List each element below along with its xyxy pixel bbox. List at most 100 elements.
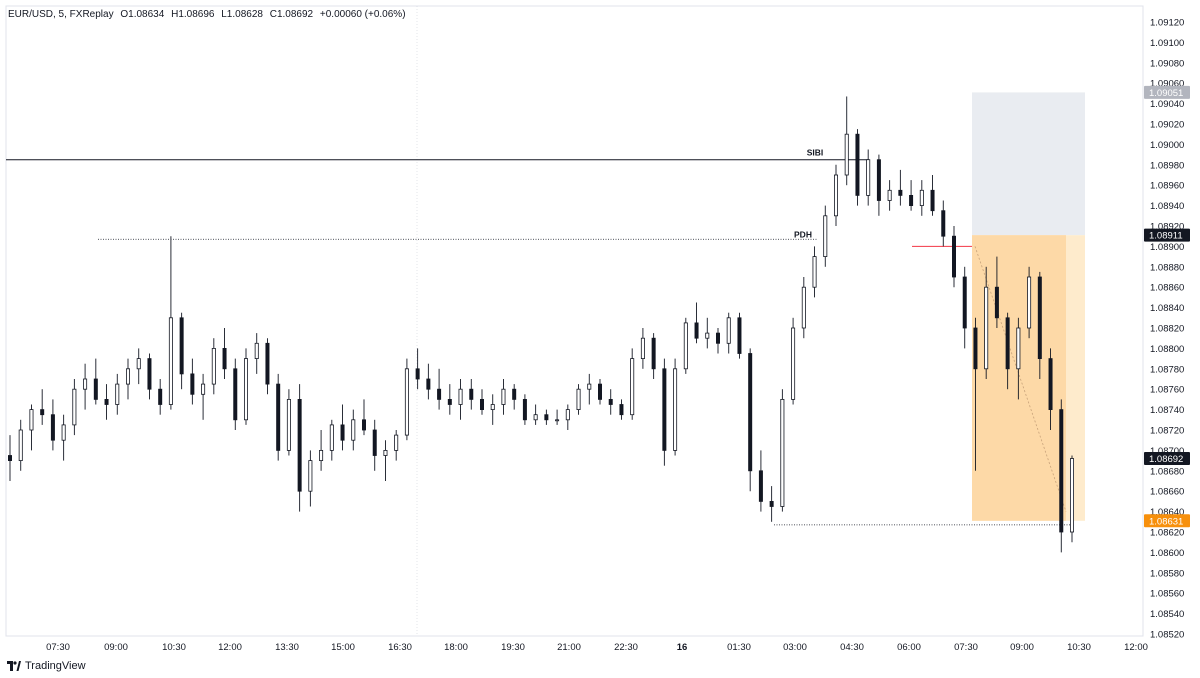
candle-body [769,500,774,507]
candle-body [83,378,88,390]
x-tick-label: 15:00 [331,642,355,653]
price-badge [1144,514,1190,528]
x-tick-label: 04:30 [840,642,864,653]
y-tick-label: 1.08620 [1150,528,1184,539]
sibi-label: SIBI [807,148,824,158]
candle-body [726,317,731,344]
candle-body [587,383,592,390]
y-tick-label: 1.08580 [1150,568,1184,579]
y-tick-label: 1.08680 [1150,466,1184,477]
y-tick-label: 1.08860 [1150,283,1184,294]
candle-body [383,449,388,456]
symbol-legend: EUR/USD, 5, FXReplay O1.08634 H1.08696 L… [8,9,410,20]
candle-body [608,398,613,405]
candle-body [394,434,399,451]
candle-body [319,449,324,461]
candle-body [898,189,903,196]
candle-body [458,388,463,405]
candle-body [136,358,141,370]
candle-body [308,460,313,492]
price-badge [1144,452,1190,466]
annotation-lines: SIBI PDH [6,148,1072,526]
candle-body [716,332,721,344]
candle-body [329,424,334,451]
y-tick-label: 1.09120 [1150,18,1184,29]
y-tick-label: 1.08540 [1150,609,1184,620]
x-tick-label: 09:00 [104,642,128,653]
candle-body [941,210,946,237]
candle-body [415,368,420,380]
axes: 1.091201.091001.090801.090601.090401.090… [46,18,1184,654]
y-tick-label: 1.08880 [1150,262,1184,273]
x-tick-label: 10:30 [1067,642,1091,653]
candle-body [576,388,581,411]
y-tick-label: 1.08760 [1150,385,1184,396]
grid-lines [5,5,1144,637]
y-tick-label: 1.08980 [1150,160,1184,171]
candle-body [834,174,839,217]
candle-body [662,368,667,451]
candle-body [619,404,624,416]
candles [7,96,1075,553]
candle-body [544,414,549,421]
candle-body [962,276,967,329]
candle-body [115,383,120,405]
candle-body [297,398,302,492]
y-tick-label: 1.09080 [1150,58,1184,69]
x-tick-label: 22:30 [614,642,638,653]
y-tick-label: 1.09020 [1150,120,1184,131]
candle-body [7,455,12,461]
candle-body [801,286,806,329]
candle-body [855,133,860,196]
y-tick-label: 1.08520 [1150,630,1184,641]
x-tick-label: 01:30 [727,642,751,653]
candle-body [361,419,366,431]
candle-body [126,368,131,385]
plot-frame [5,5,1144,637]
legend-open: O1.08634 [120,9,165,20]
legend-symbol[interactable]: EUR/USD, 5, FXReplay [8,9,114,20]
candle-body [372,429,377,456]
candle-body [973,327,978,370]
candle-body [404,368,409,436]
candle-body [758,470,763,502]
candle-body [104,398,109,405]
x-tick-label: 09:00 [1010,642,1034,653]
price-badges: 1.09051 1.08911 1.08692 1.08631 [1144,85,1190,528]
candle-body [791,327,796,400]
candle-body [479,398,484,410]
y-tick-label: 1.08940 [1150,201,1184,212]
tradingview-brand[interactable]: TradingView [7,660,86,672]
candle-body [1070,458,1075,533]
candle-body [1059,409,1064,533]
y-tick-label: 1.08920 [1150,222,1184,233]
legend-close: C1.08692 [269,9,314,20]
candle-body [168,317,173,405]
candle-body [18,429,23,462]
price-badge-label: 1.09051 [1149,88,1183,99]
candle-body [426,378,431,390]
candle-body [447,398,452,405]
y-tick-label: 1.08900 [1150,242,1184,253]
candle-body [1048,358,1053,411]
candle-body [265,342,270,385]
y-tick-label: 1.09000 [1150,140,1184,151]
y-tick-label: 1.09100 [1150,38,1184,49]
candle-body [823,215,828,258]
x-tick-label: 13:30 [275,642,299,653]
candle-body [72,388,77,426]
candle-body [469,388,474,400]
candle-body [243,358,248,421]
y-tick-label: 1.08560 [1150,589,1184,600]
candle-body [887,189,892,201]
candle-body [994,286,999,319]
candle-body [286,398,291,451]
candle-body [565,409,570,421]
trade-path-line [974,246,1067,512]
legend-change: +0.00060 (+0.06%) [319,9,406,20]
y-tick-label: 1.08600 [1150,548,1184,559]
price-badge-label: 1.08692 [1149,454,1183,465]
candle-body [93,378,98,400]
